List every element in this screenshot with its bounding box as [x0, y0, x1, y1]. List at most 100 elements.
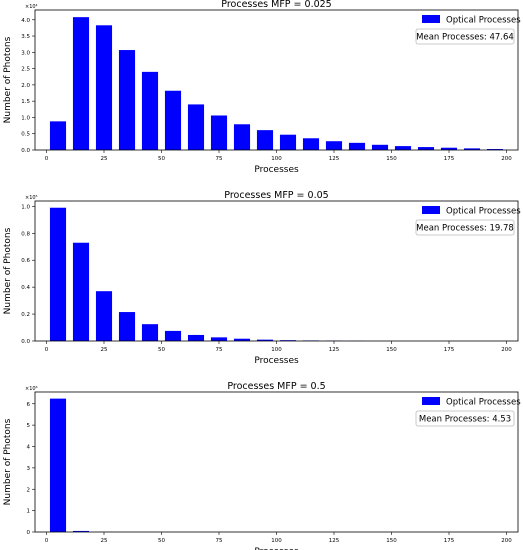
bar: [302, 138, 320, 150]
x-tick-label: 125: [329, 538, 340, 544]
bar: [141, 71, 159, 150]
x-tick-label: 175: [444, 538, 455, 544]
bar: [210, 337, 228, 341]
x-tick-label: 150: [386, 347, 397, 353]
y-tick-label: 1: [27, 509, 31, 515]
x-tick-label: 200: [501, 156, 512, 162]
bar: [256, 130, 274, 150]
y-tick-label: 5: [27, 423, 31, 429]
y-tick-label: 4: [27, 445, 31, 451]
legend-swatch: [422, 206, 440, 214]
bar: [118, 50, 136, 151]
y-tick-label: 3: [27, 466, 31, 472]
x-tick-label: 125: [329, 347, 340, 353]
bar: [210, 115, 228, 150]
bar: [440, 147, 458, 150]
bar: [49, 121, 67, 150]
annotation-text: Mean Processes: 47.64: [416, 33, 514, 43]
bar: [72, 242, 90, 341]
y-tick-label: 1.5: [21, 99, 30, 105]
x-tick-label: 175: [444, 347, 455, 353]
y-tick-label: 0.2: [21, 312, 30, 318]
y-tick-label: 0.4: [21, 285, 30, 291]
bar: [118, 312, 136, 341]
bar: [325, 141, 343, 150]
bar: [49, 207, 67, 341]
x-tick-label: 100: [271, 347, 282, 353]
x-tick-label: 100: [271, 538, 282, 544]
x-tick-label: 200: [501, 538, 512, 544]
y-tick-label: 2: [27, 487, 31, 493]
y-tick-label: 0.6: [21, 258, 30, 264]
bar: [417, 147, 435, 150]
y-tick-label: 2.0: [21, 83, 30, 89]
y-tick-label: 0.5: [21, 132, 30, 138]
chart-title: Processes MFP = 0.05: [224, 190, 328, 201]
y-tick-label: 0.0: [21, 148, 30, 154]
x-tick-label: 50: [158, 156, 165, 162]
x-tick-label: 25: [101, 538, 108, 544]
bar: [141, 324, 159, 341]
x-tick-label: 150: [386, 538, 397, 544]
bar: [233, 124, 251, 150]
bar: [95, 25, 113, 151]
y-tick-label: 1.0: [21, 204, 30, 210]
bar: [463, 148, 481, 150]
y-tick-label: 4.0: [21, 18, 30, 24]
x-axis-label: Processes: [254, 547, 299, 550]
chart-panel-3: Processes MFP = 0.50 25 50 75 100 125 150 175 20…: [3, 381, 521, 550]
y-axis-label: Number of Photons: [3, 36, 13, 123]
bar: [279, 134, 297, 150]
bar: [486, 149, 504, 150]
y-offset-text: ×10⁶: [25, 386, 38, 392]
bar: [394, 146, 412, 150]
x-tick-label: 75: [216, 347, 223, 353]
bar: [95, 291, 113, 341]
x-tick-label: 75: [216, 538, 223, 544]
annotation-text: Mean Processes: 4.53: [419, 415, 511, 425]
y-tick-label: 3.5: [21, 34, 30, 40]
chart-title: Processes MFP = 0.025: [221, 0, 331, 10]
x-axis-label: Processes: [254, 165, 299, 175]
x-tick-label: 75: [216, 156, 223, 162]
legend-label: Optical Processes: [446, 16, 521, 26]
legend-label: Optical Processes: [446, 207, 521, 217]
bar: [187, 104, 205, 150]
annotation-text: Mean Processes: 19.78: [416, 224, 514, 234]
legend-label: Optical Processes: [446, 398, 521, 408]
y-tick-label: 1.0: [21, 115, 30, 121]
y-tick-label: 2.5: [21, 67, 30, 73]
chart-panel-2: Processes MFP = 0.05 0 25 50 75 100 125 150 175 2…: [3, 190, 521, 366]
x-tick-label: 25: [101, 156, 108, 162]
legend-swatch: [422, 15, 440, 23]
x-tick-label: 0: [45, 347, 49, 353]
bar: [233, 338, 251, 341]
annotation-box: [415, 28, 515, 45]
annotation-box: [415, 410, 515, 427]
x-tick-label: 150: [386, 156, 397, 162]
x-tick-label: 50: [158, 347, 165, 353]
y-offset-text: ×10⁵: [25, 195, 38, 201]
x-tick-label: 0: [45, 156, 49, 162]
annotation-box: [415, 219, 515, 236]
x-axis-label: Processes: [254, 356, 299, 366]
x-tick-label: 25: [101, 347, 108, 353]
x-tick-label: 0: [45, 538, 49, 544]
bar: [164, 90, 182, 150]
y-tick-label: 0: [27, 530, 31, 536]
bar: [279, 340, 297, 341]
bar: [72, 17, 90, 150]
x-tick-label: 100: [271, 156, 282, 162]
chart-panel-1: Processes MFP = 0.025 0 25 50 75 100 125 150 175…: [3, 0, 521, 175]
y-tick-label: 0.8: [21, 231, 30, 237]
chart-title: Processes MFP = 0.5: [227, 381, 325, 392]
bar: [371, 144, 389, 150]
legend-swatch: [422, 397, 440, 405]
y-axis-label: Number of Photons: [3, 418, 13, 505]
x-tick-label: 50: [158, 538, 165, 544]
bar: [256, 339, 274, 341]
x-tick-label: 125: [329, 156, 340, 162]
bar: [187, 334, 205, 341]
bar: [49, 398, 67, 532]
